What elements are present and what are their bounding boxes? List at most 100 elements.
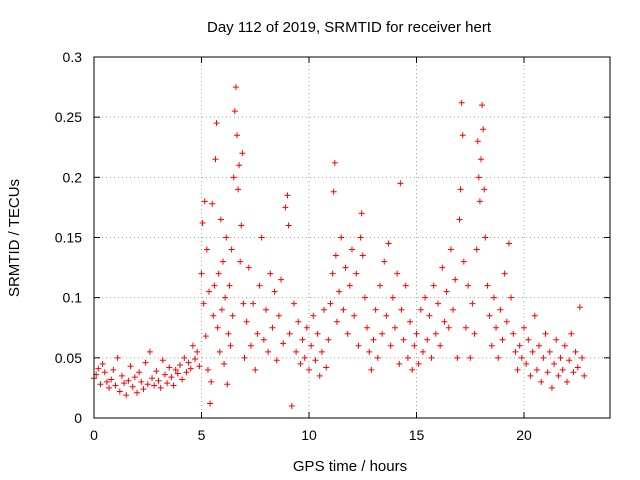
data-point — [179, 376, 186, 383]
data-point — [204, 366, 211, 373]
data-point — [531, 312, 538, 319]
data-point — [308, 342, 315, 349]
data-point — [177, 362, 183, 369]
data-point — [227, 342, 234, 349]
data-point — [210, 312, 217, 319]
data-point — [432, 330, 439, 337]
data-point — [140, 386, 147, 393]
data-point — [331, 159, 338, 166]
data-point — [131, 374, 138, 381]
data-point — [454, 354, 461, 361]
data-point — [505, 240, 512, 247]
data-point — [212, 156, 219, 163]
data-point — [428, 354, 435, 361]
data-point — [202, 333, 209, 340]
data-point — [555, 372, 562, 379]
data-point — [314, 330, 321, 337]
data-point — [161, 371, 168, 378]
data-point — [106, 384, 113, 391]
data-point — [458, 99, 465, 106]
data-point — [108, 376, 115, 383]
data-point — [201, 198, 208, 205]
data-point — [551, 360, 558, 367]
data-point — [557, 354, 564, 361]
data-point — [392, 324, 398, 331]
data-point — [215, 270, 222, 277]
data-point — [323, 364, 330, 371]
data-point — [439, 264, 446, 271]
data-point — [224, 381, 231, 388]
data-point — [229, 312, 236, 319]
data-point — [465, 282, 472, 289]
data-point — [114, 354, 121, 361]
data-point — [196, 363, 203, 370]
data-point — [452, 276, 459, 283]
data-point — [301, 354, 308, 361]
grid-lines — [94, 57, 610, 418]
data-point — [187, 365, 194, 372]
data-point — [411, 342, 418, 349]
data-point — [415, 360, 422, 367]
y-axis-label: SRMTID / TECUs — [6, 179, 23, 297]
data-point — [413, 330, 420, 337]
data-point — [559, 366, 566, 373]
data-point — [572, 348, 579, 355]
data-point — [221, 360, 228, 367]
data-point — [267, 270, 274, 277]
data-point — [533, 366, 540, 373]
data-point — [230, 174, 237, 181]
data-point — [208, 378, 215, 385]
data-point — [303, 324, 310, 331]
data-point — [368, 366, 375, 373]
data-point — [278, 276, 285, 283]
data-point — [353, 270, 360, 277]
data-point — [318, 348, 325, 355]
data-point — [166, 364, 173, 371]
data-point — [523, 360, 530, 367]
data-point — [512, 348, 519, 355]
data-point — [570, 369, 577, 376]
data-point — [231, 108, 238, 115]
data-point — [544, 369, 551, 376]
data-point — [459, 132, 466, 139]
data-point — [297, 360, 304, 367]
data-point — [226, 282, 233, 289]
data-point — [256, 282, 263, 289]
data-point — [456, 216, 463, 223]
data-point — [469, 300, 476, 307]
data-point — [471, 330, 478, 337]
data-point — [417, 306, 424, 313]
data-point — [538, 378, 545, 385]
data-point — [174, 370, 181, 377]
y-tick-label: 0.1 — [63, 290, 83, 306]
data-point — [325, 336, 332, 343]
data-point — [374, 354, 381, 361]
data-point — [310, 312, 317, 319]
data-point — [189, 342, 196, 349]
data-point — [235, 186, 242, 193]
data-point — [228, 246, 235, 253]
data-point — [338, 234, 345, 241]
data-point — [527, 372, 534, 379]
data-point — [409, 366, 416, 373]
y-tick-label: 0 — [74, 410, 82, 426]
data-point — [293, 348, 300, 355]
data-point — [355, 342, 362, 349]
data-point — [450, 306, 457, 313]
data-point — [207, 400, 214, 407]
data-point — [499, 336, 506, 343]
data-point — [252, 366, 259, 373]
data-point — [407, 318, 414, 325]
data-point — [200, 300, 207, 307]
data-point — [299, 336, 306, 343]
data-point — [437, 342, 444, 349]
data-point — [351, 312, 358, 319]
data-point — [349, 246, 355, 253]
data-point — [142, 359, 149, 366]
data-point — [394, 270, 401, 277]
data-point — [361, 294, 368, 301]
data-point — [330, 188, 337, 195]
y-tick-label: 0.2 — [63, 169, 83, 185]
data-point — [203, 246, 210, 253]
data-point — [275, 312, 282, 319]
